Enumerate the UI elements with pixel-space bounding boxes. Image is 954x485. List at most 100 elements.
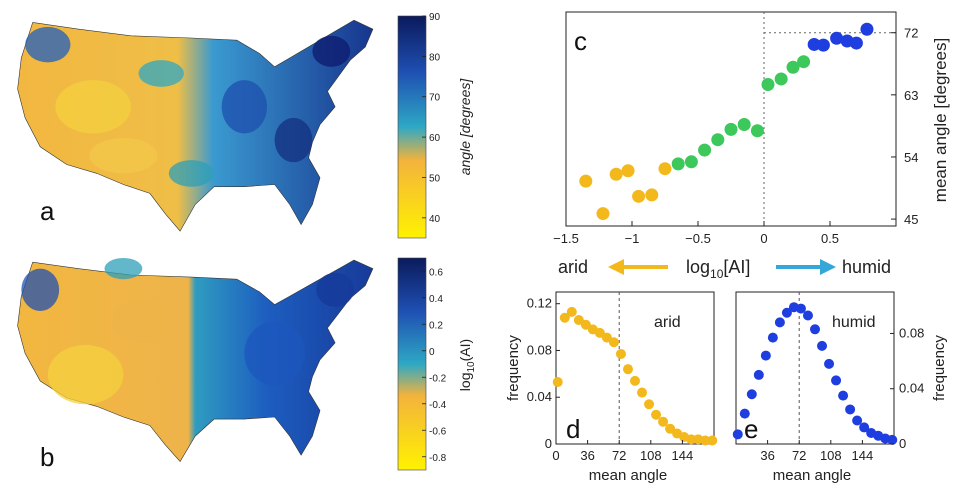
colorbar-b-label: log10(AI) xyxy=(457,339,477,391)
colorbar-b: 0.6 0.4 0.2 0 -0.2 -0.4 -0.6 -0.8 log10(AI) xyxy=(397,257,477,471)
chart-e-point xyxy=(746,389,757,400)
chart-d-point xyxy=(700,435,711,446)
aridity-legend: arid log10[AI] humid xyxy=(558,257,891,281)
map-region xyxy=(138,60,184,87)
chart-c-xtick-label: −0.5 xyxy=(685,231,711,246)
chart-c-frame xyxy=(565,11,897,227)
colorbar-b-tick-label: 0.4 xyxy=(429,294,443,305)
chart-e-ytick-label: 0 xyxy=(899,436,906,451)
chart-c-xtick-label: 0.5 xyxy=(821,231,839,246)
chart-d-point xyxy=(552,377,563,388)
chart-c-point xyxy=(609,167,623,181)
colorbar-b-tick-label: -0.4 xyxy=(429,400,447,411)
chart-c-point xyxy=(750,124,764,138)
chart-c-point xyxy=(761,77,775,91)
colorbar-a-tick-label: 90 xyxy=(429,12,441,23)
chart-d-point xyxy=(644,399,655,410)
panel-label-a: a xyxy=(40,196,55,226)
chart-d-point xyxy=(594,327,605,338)
colorbar-a: 90 80 70 60 50 40 angle [degrees] xyxy=(397,12,473,239)
panel-label-d: d xyxy=(566,414,580,444)
map-region xyxy=(168,160,215,187)
chart-e-point xyxy=(781,307,792,318)
chart-c-point xyxy=(579,174,593,188)
chart-c-point xyxy=(849,36,863,50)
chart-d-ylabel: frequency xyxy=(505,335,522,401)
chart-c-ytick-label: 54 xyxy=(904,150,918,165)
chart-c-xtick-label: −1 xyxy=(625,231,640,246)
chart-d: 0 36 72 108 144 0 0.04 0.08 0.12 arid d mean an… xyxy=(505,291,718,484)
chart-d-ytick-label: 0.04 xyxy=(527,389,552,404)
colorbar-b-tick-label: -0.2 xyxy=(429,373,447,384)
chart-d-point xyxy=(658,416,669,427)
map-region xyxy=(47,344,124,405)
colorbar-a-tick-label: 60 xyxy=(429,133,441,144)
chart-d-ytick-label: 0.08 xyxy=(527,342,552,357)
colorbar-b-bar xyxy=(397,257,427,471)
map-region xyxy=(104,258,143,280)
chart-c-point xyxy=(807,37,821,51)
chart-e-xtick-label: 72 xyxy=(792,448,806,463)
chart-d-point xyxy=(573,315,584,326)
chart-c-ytick-label: 45 xyxy=(904,212,918,227)
chart-d-ytick-label: 0 xyxy=(545,436,552,451)
chart-c-ylabel: mean angle [degrees] xyxy=(931,38,950,202)
chart-d-xtick-label: 144 xyxy=(672,448,694,463)
legend-arid-label: arid xyxy=(558,257,588,277)
chart-d-point xyxy=(601,332,612,343)
chart-c-point xyxy=(830,31,844,45)
chart-e-point xyxy=(732,429,743,440)
map-a-regions xyxy=(25,26,351,187)
chart-d-xlabel: mean angle xyxy=(589,467,667,484)
legend-humid-label: humid xyxy=(842,257,891,277)
map-b: b xyxy=(17,258,374,472)
chart-d-frame xyxy=(555,291,715,445)
colorbar-b-tick-label: 0.6 xyxy=(429,267,443,278)
chart-c-point xyxy=(698,143,712,157)
chart-e-xtick-label: 144 xyxy=(852,448,874,463)
map-region xyxy=(89,137,158,174)
arrow-right-icon xyxy=(776,259,836,275)
chart-e-frame xyxy=(735,291,895,445)
chart-d-point xyxy=(566,306,577,317)
chart-e-point xyxy=(802,310,813,321)
colorbar-a-tick-label: 80 xyxy=(429,52,441,63)
chart-c-point xyxy=(645,188,659,202)
chart-d-point xyxy=(686,434,697,445)
colorbar-b-tick-label: -0.8 xyxy=(429,453,447,464)
chart-c-point xyxy=(658,162,672,176)
chart-e-point xyxy=(767,332,778,343)
panel-label-b: b xyxy=(40,442,54,472)
panel-label-e: e xyxy=(744,414,758,444)
chart-d-point xyxy=(707,435,718,446)
chart-d-point xyxy=(637,387,648,398)
chart-c-point xyxy=(671,157,685,171)
panel-label-c: c xyxy=(574,26,587,56)
chart-c-point xyxy=(711,133,725,147)
chart-c-point xyxy=(596,207,610,221)
map-region xyxy=(312,35,351,67)
chart-d-point xyxy=(559,312,570,323)
chart-c-point xyxy=(737,118,751,132)
chart-d-point xyxy=(665,423,676,434)
chart-c-point xyxy=(684,155,698,169)
chart-e-xtick-label: 108 xyxy=(820,448,842,463)
chart-e-point xyxy=(845,404,856,415)
map-a: a xyxy=(17,19,374,232)
legend-axis-label: log10[AI] xyxy=(686,257,750,281)
colorbar-b-tick-label: -0.6 xyxy=(429,426,447,437)
colorbar-a-label: angle [degrees] xyxy=(457,78,473,176)
chart-e-xtick-label: 36 xyxy=(760,448,774,463)
chart-c-ytick-label: 63 xyxy=(904,88,918,103)
chart-d-point xyxy=(580,319,591,330)
chart-c-point xyxy=(797,55,811,69)
chart-d-xtick-label: 0 xyxy=(552,448,559,463)
chart-d-point xyxy=(630,375,640,386)
chart-c-point xyxy=(774,72,788,86)
arrow-left-icon xyxy=(608,259,668,275)
chart-d-xtick-label: 36 xyxy=(580,448,594,463)
chart-c-point xyxy=(632,189,646,203)
us-map-angle xyxy=(17,19,374,232)
chart-e-point xyxy=(753,369,764,380)
chart-e-point xyxy=(810,324,820,335)
